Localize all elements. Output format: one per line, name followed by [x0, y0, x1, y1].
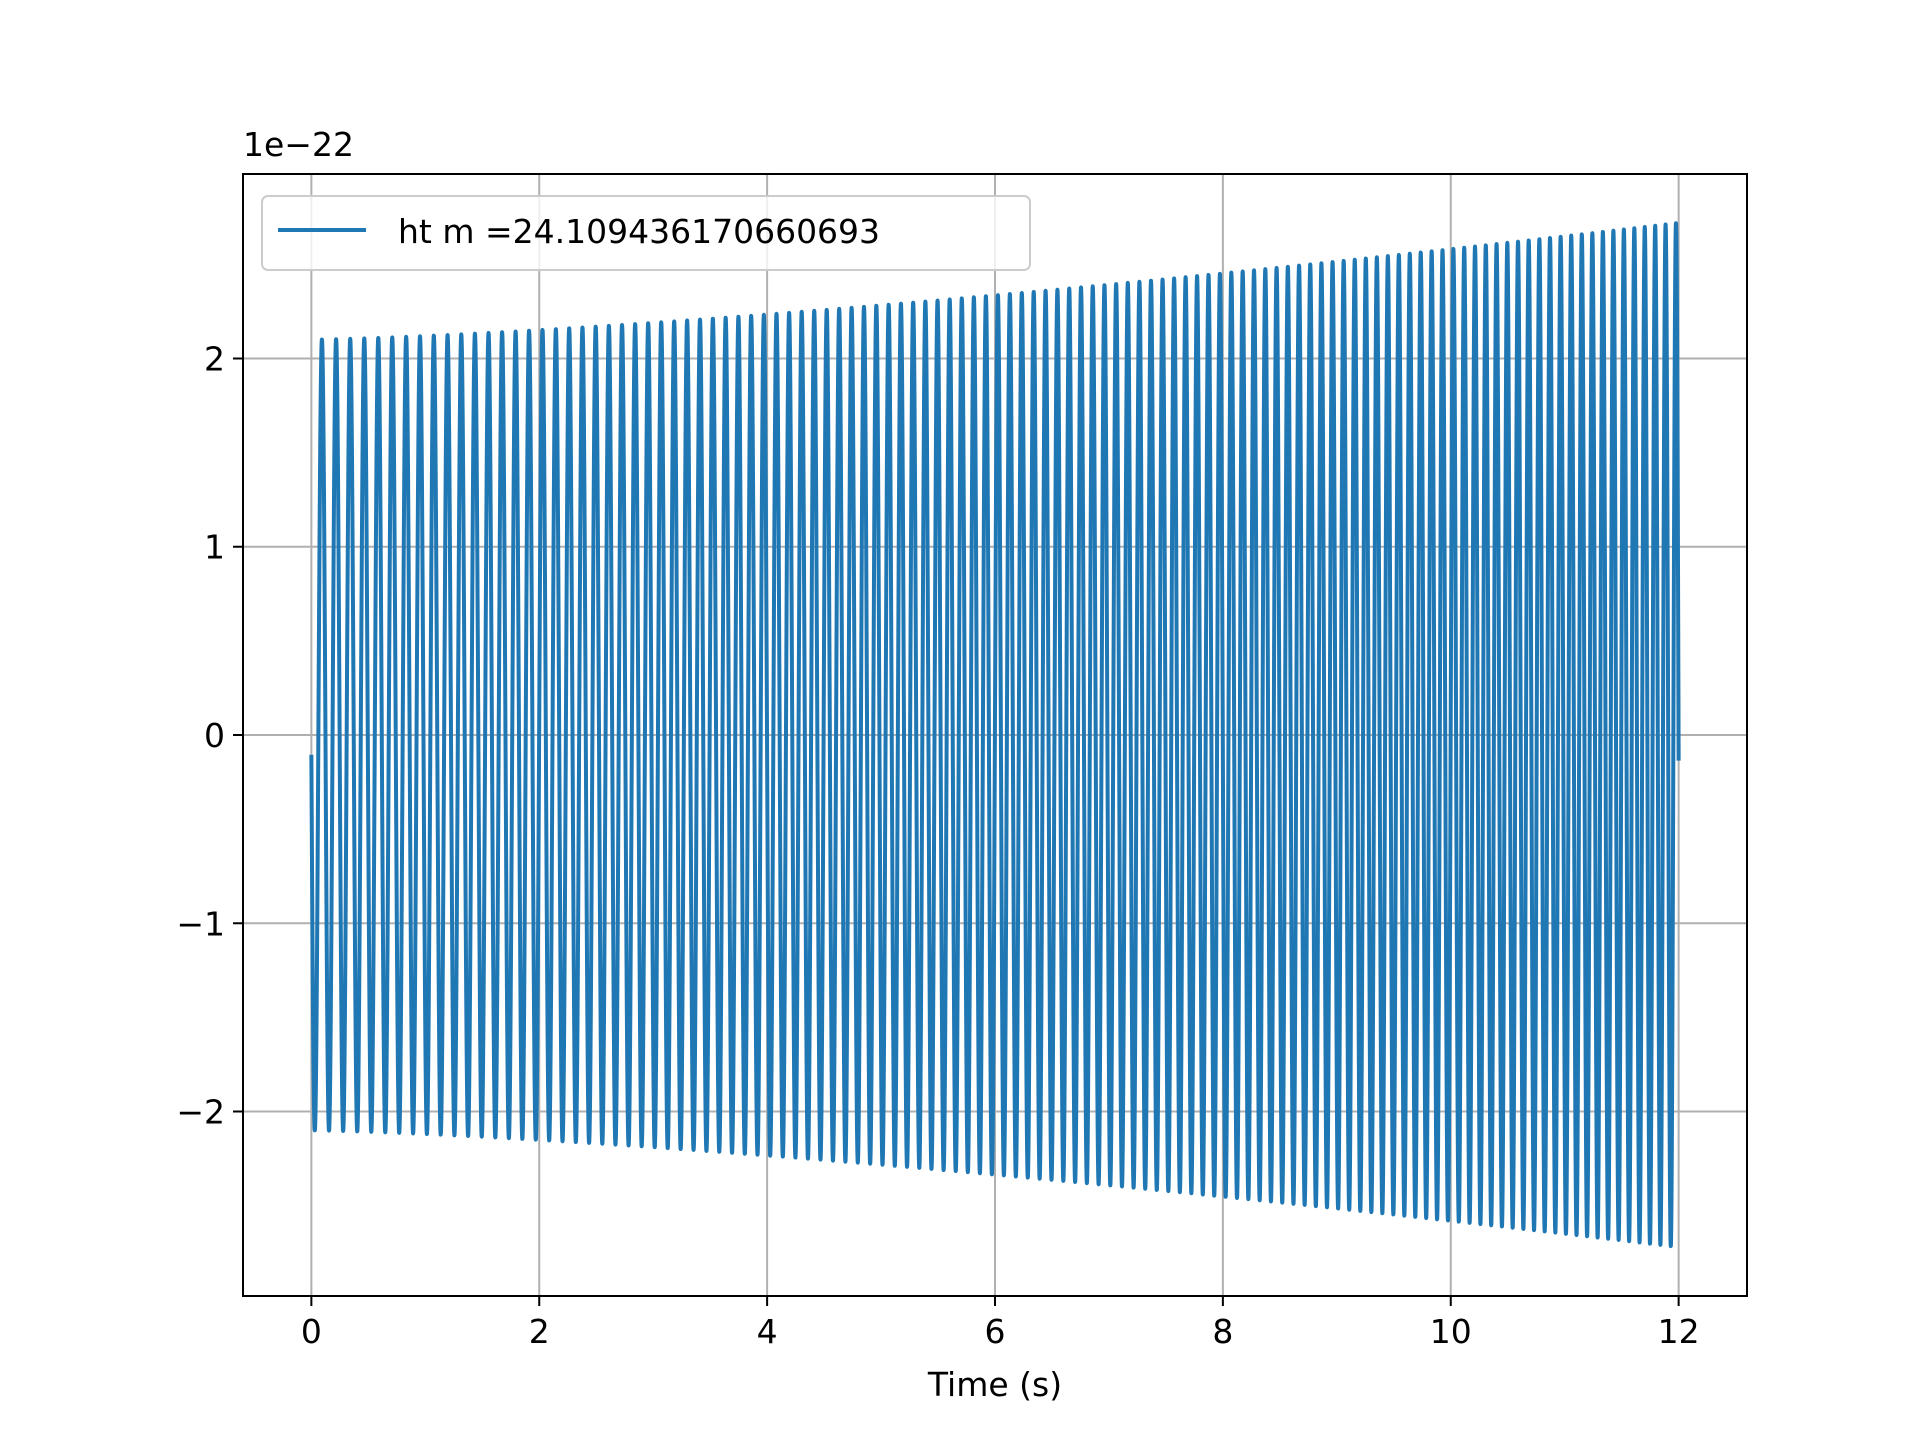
y-tick-label: −1 [176, 904, 225, 943]
x-tick-label: 12 [1658, 1312, 1700, 1351]
x-axis-label: Time (s) [927, 1365, 1062, 1404]
offset-label: 1e−22 [243, 125, 354, 164]
x-tick-label: 10 [1430, 1312, 1472, 1351]
x-tick-label: 2 [529, 1312, 550, 1351]
y-tick-label: −2 [176, 1093, 225, 1132]
legend: ht m =24.109436170660693 [261, 195, 1031, 271]
x-tick-label: 4 [757, 1312, 778, 1351]
y-tick-label: 0 [204, 716, 225, 755]
legend-entry-label: ht m =24.109436170660693 [398, 212, 880, 251]
plot-area [309, 221, 1681, 1249]
x-tick-label: 8 [1212, 1312, 1233, 1351]
y-tick-label: 1 [204, 528, 225, 567]
x-tick-label: 6 [985, 1312, 1006, 1351]
legend-box [261, 195, 1031, 271]
y-tick-label: 2 [204, 339, 225, 378]
series-line [309, 221, 1681, 1249]
x-tick-label: 0 [301, 1312, 322, 1351]
